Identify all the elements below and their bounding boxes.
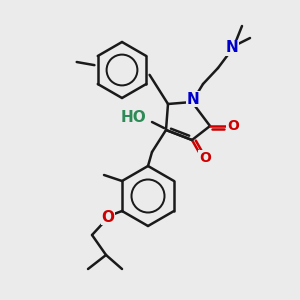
Text: O: O [227,119,239,133]
Text: O: O [101,209,115,224]
Text: N: N [187,92,200,106]
Text: N: N [226,40,238,56]
Text: O: O [199,151,211,165]
Text: HO: HO [121,110,147,124]
